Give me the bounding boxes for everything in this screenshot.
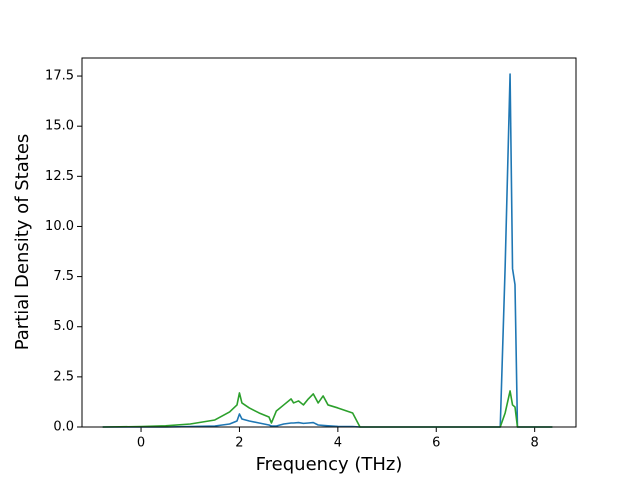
y-axis-label: Partial Density of States — [12, 134, 33, 351]
x-tick-label: 2 — [235, 436, 243, 451]
y-tick-label: 0.0 — [53, 420, 74, 435]
y-tick-label: 10.0 — [45, 219, 74, 234]
y-tick-label: 15.0 — [45, 119, 74, 134]
x-axis-label: Frequency (THz) — [256, 454, 403, 475]
line — [102, 73, 553, 428]
x-tick-label: 4 — [334, 436, 342, 451]
y-tick-label: 12.5 — [45, 169, 74, 184]
y-tick-label: 5.0 — [53, 319, 74, 334]
x-tick-label: 0 — [137, 436, 145, 451]
x-tick-label: 6 — [432, 436, 440, 451]
x-tick-label: 8 — [531, 436, 539, 451]
plot-frame — [81, 57, 577, 428]
line — [102, 390, 553, 428]
y-tick-label: 7.5 — [53, 269, 74, 284]
y-tick-label: 2.5 — [53, 369, 74, 384]
y-tick-label: 17.5 — [45, 69, 74, 84]
